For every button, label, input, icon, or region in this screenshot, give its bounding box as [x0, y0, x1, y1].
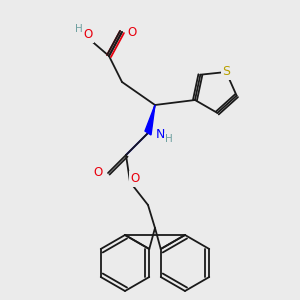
Text: O: O — [94, 167, 103, 179]
Text: H: H — [165, 134, 173, 144]
Text: N: N — [156, 128, 165, 142]
Text: O: O — [127, 26, 136, 38]
Text: H: H — [75, 24, 83, 34]
Text: O: O — [83, 28, 93, 41]
Text: S: S — [222, 65, 230, 79]
Text: O: O — [130, 172, 140, 185]
Polygon shape — [145, 105, 155, 135]
